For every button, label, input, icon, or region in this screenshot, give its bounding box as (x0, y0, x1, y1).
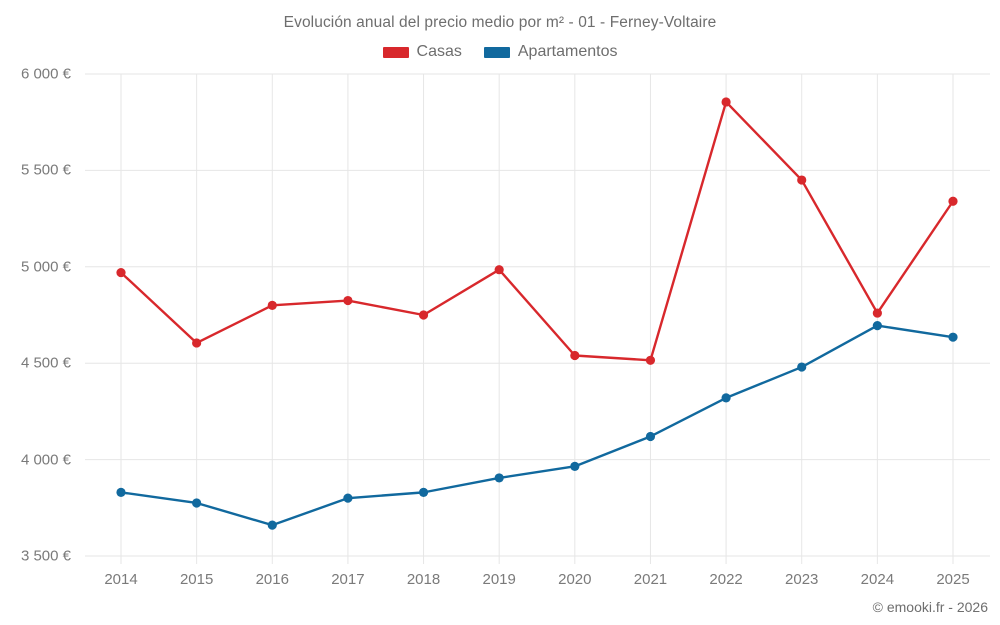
y-tick-label: 4 000 € (20, 451, 71, 469)
legend-item-casas[interactable]: Casas (382, 43, 462, 61)
x-tick-label: 2020 (558, 571, 592, 588)
x-tick-label: 2024 (860, 571, 895, 588)
data-point-apartamentos-2015[interactable] (192, 498, 202, 508)
data-point-apartamentos-2021[interactable] (645, 431, 656, 442)
data-point-casas-2021[interactable] (645, 355, 656, 365)
data-point-apartamentos-2019[interactable] (494, 473, 504, 483)
data-point-casas-2017[interactable] (343, 295, 353, 306)
x-tick-label: 2018 (406, 571, 441, 588)
data-point-casas-2020[interactable] (570, 350, 580, 361)
data-point-casas-2015[interactable] (192, 338, 202, 348)
x-tick-label: 2023 (785, 571, 819, 588)
data-point-casas-2016[interactable] (267, 300, 277, 310)
series-line-casas (119, 100, 955, 362)
x-tick-label: 2022 (709, 571, 743, 588)
x-tick-label: 2014 (104, 571, 138, 588)
series-line-apartamentos (119, 324, 955, 527)
data-point-casas-2023[interactable] (797, 175, 807, 185)
data-point-apartamentos-2022[interactable] (721, 393, 731, 403)
data-point-casas-2022[interactable] (721, 97, 731, 107)
y-tick-label: 4 500 € (20, 354, 71, 372)
data-point-apartamentos-2023[interactable] (797, 362, 807, 372)
data-point-apartamentos-2016[interactable] (267, 520, 277, 530)
x-tick-label: 2025 (936, 571, 970, 588)
data-point-casas-2025[interactable] (948, 196, 958, 206)
data-point-apartamentos-2024[interactable] (872, 321, 882, 331)
y-tick-label: 5 500 € (20, 161, 71, 179)
data-point-apartamentos-2017[interactable] (343, 493, 353, 503)
x-tick-label: 2019 (482, 571, 516, 588)
y-tick-label: 3 500 € (20, 547, 71, 565)
data-point-apartamentos-2014[interactable] (116, 487, 126, 497)
data-point-casas-2024[interactable] (872, 308, 882, 318)
legend-swatch-apartamentos (483, 46, 510, 58)
y-tick-label: 6 000 € (20, 65, 71, 83)
data-point-casas-2014[interactable] (116, 267, 126, 278)
footer-credit: © emooki.fr - 2026 (872, 599, 988, 615)
x-tick-label: 2015 (179, 571, 214, 588)
x-tick-label: 2017 (331, 571, 365, 588)
x-tick-label: 2021 (633, 571, 668, 588)
legend-swatch-casas (382, 46, 409, 58)
data-point-apartamentos-2025[interactable] (948, 332, 958, 342)
x-tick-label: 2016 (255, 571, 289, 588)
data-point-apartamentos-2020[interactable] (570, 461, 580, 471)
data-point-apartamentos-2018[interactable] (418, 487, 429, 497)
legend-item-apartamentos[interactable]: Apartamentos (483, 43, 618, 61)
data-point-casas-2019[interactable] (494, 265, 504, 275)
chart-legend: Casas Apartamentos (0, 43, 1000, 61)
legend-label-casas: Casas (416, 43, 462, 60)
legend-label-apartamentos: Apartamentos (517, 43, 618, 60)
chart-title: Evolución anual del precio medio por m² … (283, 14, 717, 31)
data-point-casas-2018[interactable] (418, 310, 429, 320)
y-tick-label: 5 000 € (20, 258, 71, 276)
